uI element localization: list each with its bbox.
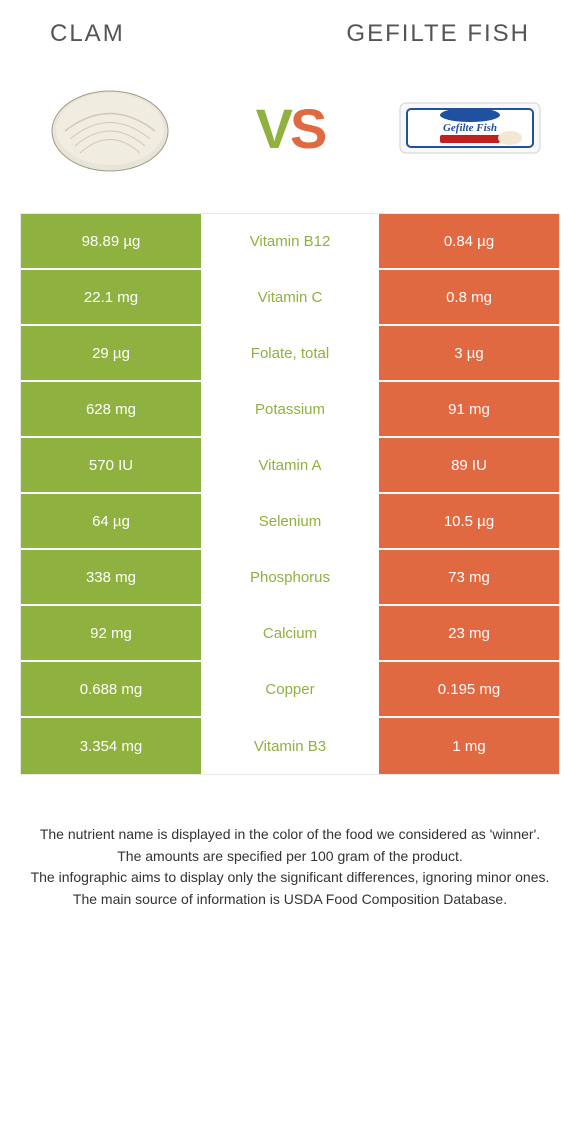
cell-nutrient: Vitamin A [201, 438, 379, 492]
nutrient-table: 98.89 µgVitamin B120.84 µg22.1 mgVitamin… [20, 213, 560, 775]
header: Clam Gefilte fish [0, 0, 580, 48]
cell-nutrient: Vitamin B3 [201, 718, 379, 774]
footer-line-3: The infographic aims to display only the… [30, 868, 550, 888]
table-row: 22.1 mgVitamin C0.8 mg [21, 270, 559, 326]
cell-right-value: 89 IU [379, 438, 559, 492]
clam-image [35, 73, 185, 183]
cell-nutrient: Folate, total [201, 326, 379, 380]
vs-label: VS [256, 96, 325, 161]
gefilte-image: Gefilte Fish [395, 73, 545, 183]
cell-nutrient: Copper [201, 662, 379, 716]
cell-left-value: 628 mg [21, 382, 201, 436]
cell-right-value: 0.84 µg [379, 214, 559, 268]
table-row: 628 mgPotassium91 mg [21, 382, 559, 438]
cell-left-value: 3.354 mg [21, 718, 201, 774]
food-title-left: Clam [50, 20, 125, 48]
footer-line-1: The nutrient name is displayed in the co… [30, 825, 550, 845]
cell-right-value: 1 mg [379, 718, 559, 774]
cell-right-value: 0.195 mg [379, 662, 559, 716]
cell-right-value: 10.5 µg [379, 494, 559, 548]
table-row: 98.89 µgVitamin B120.84 µg [21, 214, 559, 270]
cell-nutrient: Phosphorus [201, 550, 379, 604]
table-row: 3.354 mgVitamin B31 mg [21, 718, 559, 774]
cell-right-value: 91 mg [379, 382, 559, 436]
cell-nutrient: Calcium [201, 606, 379, 660]
table-row: 338 mgPhosphorus73 mg [21, 550, 559, 606]
cell-nutrient: Vitamin B12 [201, 214, 379, 268]
footer-notes: The nutrient name is displayed in the co… [0, 775, 580, 909]
cell-nutrient: Vitamin C [201, 270, 379, 324]
cell-nutrient: Selenium [201, 494, 379, 548]
footer-line-4: The main source of information is USDA F… [30, 890, 550, 910]
footer-line-2: The amounts are specified per 100 gram o… [30, 847, 550, 867]
vs-v: V [256, 97, 290, 160]
food-title-right: Gefilte fish [346, 20, 530, 48]
cell-left-value: 570 IU [21, 438, 201, 492]
cell-left-value: 29 µg [21, 326, 201, 380]
table-row: 92 mgCalcium23 mg [21, 606, 559, 662]
cell-left-value: 98.89 µg [21, 214, 201, 268]
cell-right-value: 0.8 mg [379, 270, 559, 324]
cell-nutrient: Potassium [201, 382, 379, 436]
cell-left-value: 92 mg [21, 606, 201, 660]
table-row: 29 µgFolate, total3 µg [21, 326, 559, 382]
vs-s: S [290, 97, 324, 160]
svg-text:Gefilte Fish: Gefilte Fish [443, 122, 497, 134]
cell-right-value: 23 mg [379, 606, 559, 660]
table-row: 0.688 mgCopper0.195 mg [21, 662, 559, 718]
cell-right-value: 3 µg [379, 326, 559, 380]
cell-left-value: 338 mg [21, 550, 201, 604]
cell-left-value: 64 µg [21, 494, 201, 548]
gefilte-icon: Gefilte Fish [395, 93, 545, 163]
table-row: 64 µgSelenium10.5 µg [21, 494, 559, 550]
table-row: 570 IUVitamin A89 IU [21, 438, 559, 494]
cell-left-value: 22.1 mg [21, 270, 201, 324]
cell-left-value: 0.688 mg [21, 662, 201, 716]
vs-row: VS Gefilte Fish [0, 48, 580, 213]
cell-right-value: 73 mg [379, 550, 559, 604]
clam-icon [45, 81, 175, 176]
